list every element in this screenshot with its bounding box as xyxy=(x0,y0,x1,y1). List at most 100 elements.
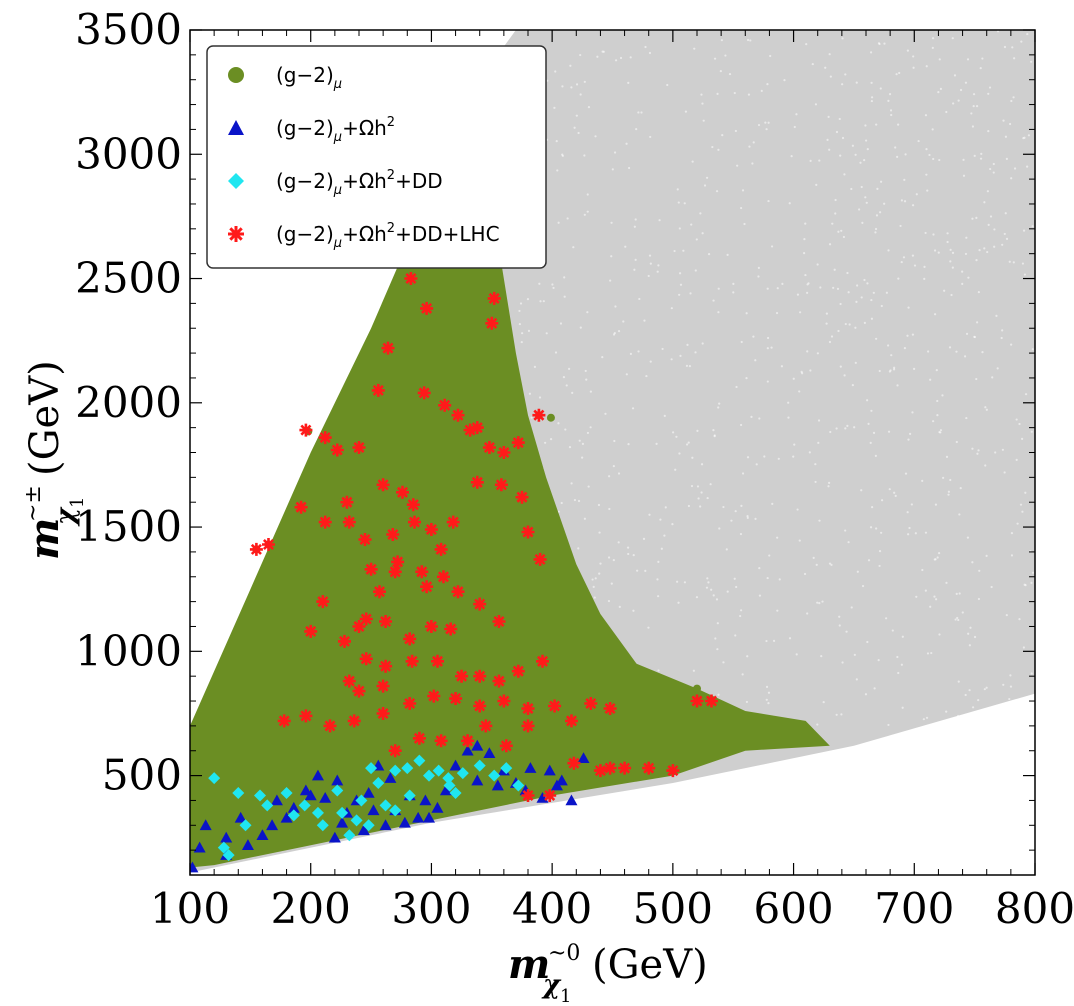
background-speckle xyxy=(827,115,830,118)
background-speckle xyxy=(734,129,737,133)
background-speckle xyxy=(688,365,692,368)
gm2-relic-dd-lhc-point xyxy=(347,714,361,728)
gm2-relic-dd-point xyxy=(500,762,513,775)
background-speckle xyxy=(777,457,780,460)
legend-marker xyxy=(228,67,244,83)
background-speckle xyxy=(740,504,743,507)
background-speckle xyxy=(981,351,984,354)
background-speckle xyxy=(1030,581,1033,584)
background-speckle xyxy=(705,176,709,179)
gm2-relic-dd-lhc-point xyxy=(417,386,431,400)
background-speckle xyxy=(861,221,864,224)
background-speckle xyxy=(771,502,774,505)
gm2-relic-dd-lhc-point xyxy=(338,634,351,648)
background-speckle xyxy=(701,342,704,345)
background-speckle xyxy=(825,322,828,325)
background-speckle xyxy=(855,678,858,681)
background-speckle xyxy=(961,722,964,726)
background-speckle xyxy=(869,51,873,54)
legend-marker xyxy=(228,226,244,242)
background-speckle xyxy=(718,402,721,405)
gm2-relic-dd-lhc-point xyxy=(352,441,366,454)
gm2-relic-dd-lhc-point xyxy=(352,620,366,633)
background-speckle xyxy=(860,489,863,492)
background-speckle xyxy=(1026,32,1029,36)
background-speckle xyxy=(880,499,884,502)
background-speckle xyxy=(696,429,699,432)
background-speckle xyxy=(901,635,904,638)
background-speckle xyxy=(754,517,757,520)
background-speckle xyxy=(518,309,521,313)
background-speckle xyxy=(976,321,979,324)
background-speckle xyxy=(816,263,819,266)
gm2-relic-dd-point xyxy=(488,769,501,782)
background-speckle xyxy=(887,723,890,727)
gm2-relic-dd-point xyxy=(336,806,349,819)
background-speckle xyxy=(757,123,761,127)
background-speckle xyxy=(839,302,842,306)
background-speckle xyxy=(818,159,821,162)
background-speckle xyxy=(1001,448,1005,451)
background-speckle xyxy=(964,81,968,84)
background-speckle xyxy=(873,687,876,690)
gm2-relic-dd-point xyxy=(372,777,385,790)
background-speckle xyxy=(604,412,607,415)
gm2-relic-dd-lhc-point xyxy=(584,697,598,710)
gm2-relic-dd-lhc-point xyxy=(373,585,386,599)
background-speckle xyxy=(822,701,825,704)
background-speckle xyxy=(936,399,939,403)
gm2-relic-dd-lhc-point xyxy=(449,692,463,705)
background-speckle xyxy=(593,596,596,599)
gm2-relic-point xyxy=(384,772,397,783)
background-speckle xyxy=(839,154,842,157)
gm2-relic-dd-lhc-point xyxy=(376,478,390,492)
background-speckle xyxy=(825,312,828,315)
background-speckle xyxy=(949,248,952,251)
gm2-relic-point xyxy=(398,816,411,828)
background-speckle xyxy=(949,478,952,482)
background-speckle xyxy=(992,171,995,174)
background-speckle xyxy=(961,270,964,273)
background-speckle xyxy=(694,269,697,272)
background-speckle xyxy=(788,202,791,205)
background-speckle xyxy=(575,83,579,86)
gm2-relic-dd-lhc-point xyxy=(249,542,263,556)
background-speckle xyxy=(1002,119,1005,122)
gm2-relic-dd-lhc-point xyxy=(388,565,402,579)
background-speckle xyxy=(770,245,774,248)
background-speckle xyxy=(596,55,599,58)
background-speckle xyxy=(994,451,997,454)
background-speckle xyxy=(568,446,572,449)
background-speckle xyxy=(961,611,964,614)
background-speckle xyxy=(889,109,893,112)
gm2-relic-point xyxy=(555,774,568,786)
background-speckle xyxy=(592,585,595,588)
background-speckle xyxy=(942,476,945,479)
gm2-relic-dd-lhc-point xyxy=(277,714,291,728)
background-speckle xyxy=(947,490,950,493)
background-speckle xyxy=(765,685,769,688)
background-speckle xyxy=(964,693,967,697)
background-speckle xyxy=(677,201,680,204)
background-speckle xyxy=(880,304,883,308)
background-speckle xyxy=(880,531,883,534)
background-speckle xyxy=(549,438,553,441)
background-speckle xyxy=(594,135,597,138)
background-speckle xyxy=(834,198,837,202)
background-speckle xyxy=(1020,40,1023,43)
gm2-relic-points xyxy=(190,739,590,873)
svg-text:m ~± χ 1: m ~± χ 1 (GeV) xyxy=(4,360,93,560)
background-speckle xyxy=(921,479,924,483)
background-speckle xyxy=(538,396,542,399)
gm2-relic-dd-point xyxy=(343,829,356,842)
background-speckle xyxy=(875,214,879,217)
background-speckle xyxy=(685,364,689,367)
background-speckle xyxy=(817,419,821,422)
background-speckle xyxy=(627,552,630,556)
background-speckle xyxy=(815,563,818,566)
background-speckle xyxy=(657,669,660,672)
background-speckle xyxy=(1021,262,1025,265)
background-speckle xyxy=(992,162,995,166)
background-speckle xyxy=(752,141,755,144)
gm2-point xyxy=(693,684,701,693)
